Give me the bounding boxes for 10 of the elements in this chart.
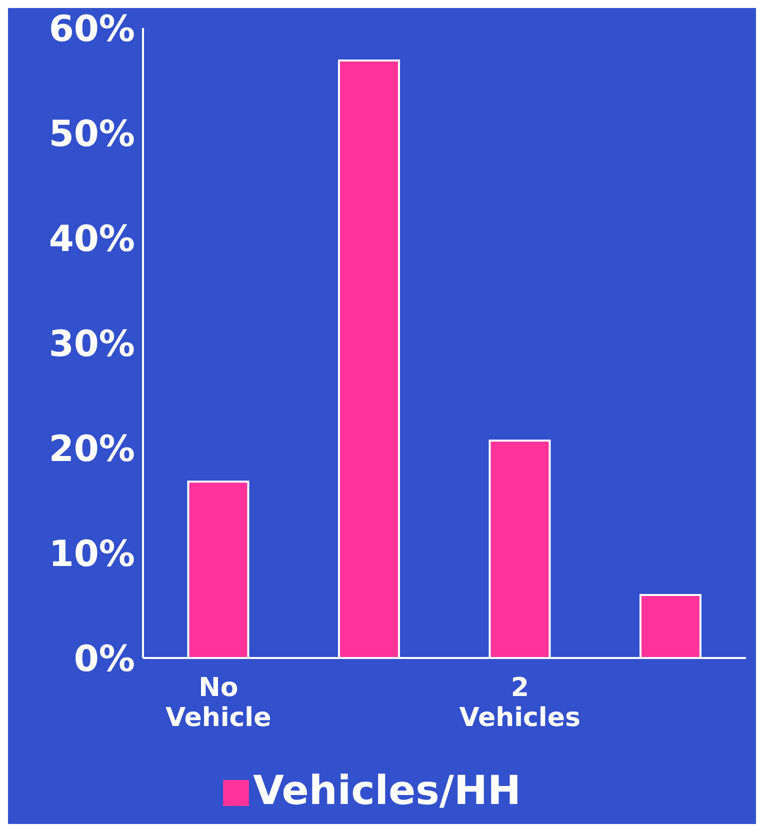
y-tick-label: 10% xyxy=(48,534,135,575)
y-tick-label: 40% xyxy=(48,218,135,260)
y-tick-label: 60% xyxy=(48,8,135,50)
y-tick-label: 50% xyxy=(48,114,135,155)
y-tick-label: 30% xyxy=(48,324,135,365)
legend-label: Vehicles/HH xyxy=(252,768,521,814)
x-tick-label: No Vehicle xyxy=(166,673,272,733)
y-tick-label: 0% xyxy=(74,638,135,680)
x-tick-label: 2 Vehicles xyxy=(459,673,580,733)
y-tick-label: 20% xyxy=(48,428,135,470)
